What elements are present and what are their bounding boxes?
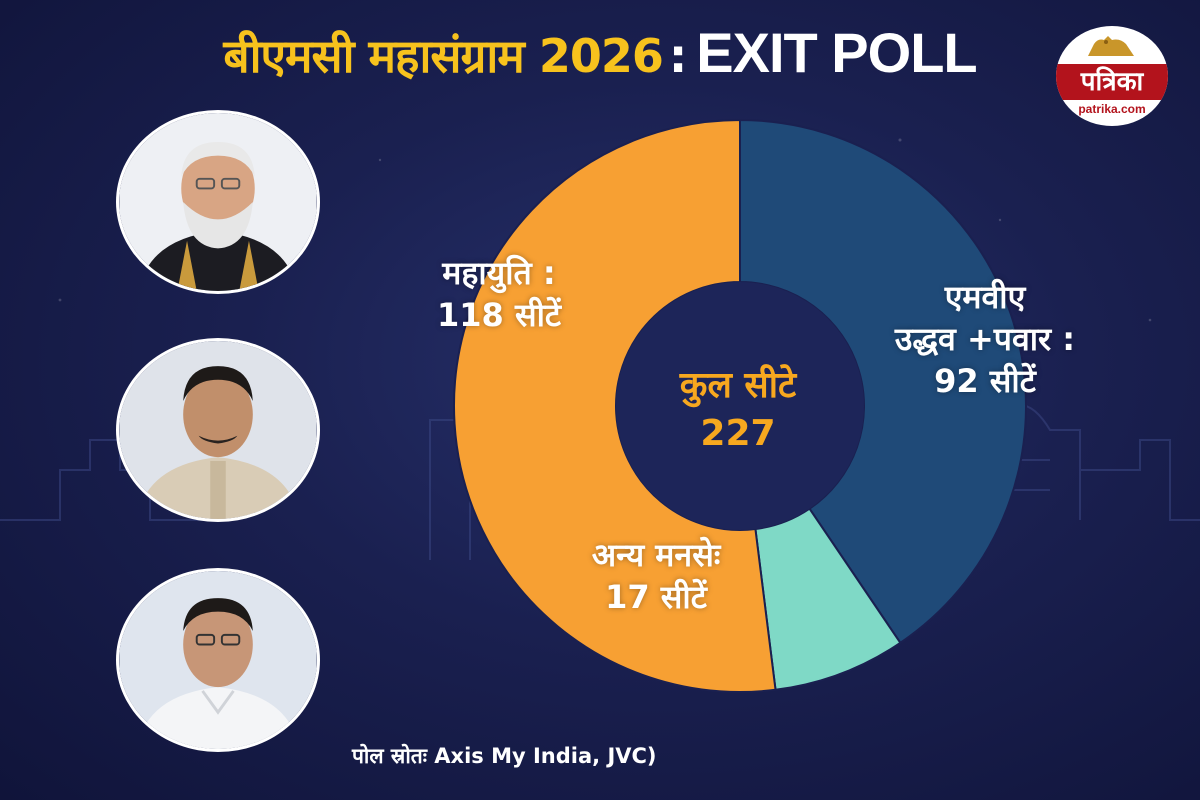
slice-label-other-name: अन्य मनसेः — [591, 536, 721, 574]
center-label: कुल सीटे — [679, 365, 797, 406]
slice-label-mva-parties: उद्धव +पवार : — [894, 320, 1076, 358]
patrika-logo: पत्रिका patrika.com — [1056, 26, 1168, 126]
slice-label-mahayuti-seats: 118 सीटें — [437, 296, 561, 334]
slice-label-mahayuti: महायुति : 118 सीटें — [410, 252, 588, 336]
slice-label-other: अन्य मनसेः 17 सीटें — [552, 534, 760, 618]
donut-center: कुल सीटे 227 — [620, 362, 856, 458]
title-hindi: बीएमसी महासंग्राम 2026 — [223, 29, 664, 83]
lion-emblem-icon — [1088, 36, 1134, 56]
title-separator: : — [668, 29, 687, 83]
title-english: EXIT POLL — [696, 21, 977, 84]
poll-source: पोल स्रोतः Axis My India, JVC) — [352, 744, 657, 768]
slice-label-mva: एमवीए उद्धव +पवार : 92 सीटें — [866, 276, 1104, 402]
person-portrait-2 — [116, 338, 320, 522]
slice-label-mva-seats: 92 सीटें — [934, 362, 1036, 400]
person-portrait-1 — [116, 110, 320, 294]
slice-label-mva-name: एमवीए — [944, 278, 1026, 316]
center-total: 227 — [700, 413, 776, 454]
logo-url: patrika.com — [1078, 102, 1146, 116]
page-title: बीएमसी महासंग्राम 2026: EXIT POLL — [0, 20, 1200, 86]
donut-hole — [616, 282, 864, 530]
slice-label-other-seats: 17 सीटें — [605, 578, 707, 616]
slice-label-mahayuti-name: महायुति : — [442, 254, 556, 292]
logo-name: पत्रिका — [1056, 64, 1168, 100]
person-portrait-3 — [116, 568, 320, 752]
